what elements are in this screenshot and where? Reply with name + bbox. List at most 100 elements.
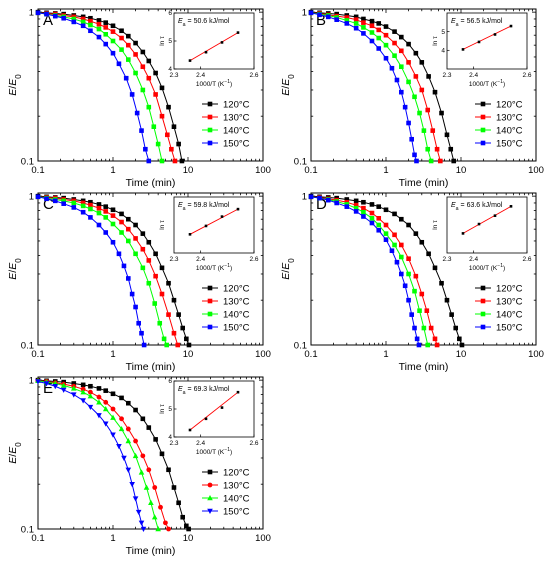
data-point: [334, 17, 339, 22]
x-axis-label: Time (min): [126, 177, 176, 189]
series-line: [37, 196, 168, 346]
data-point: [383, 32, 389, 38]
data-point: [103, 388, 109, 393]
y-axis-label: E/E0: [7, 74, 23, 96]
data-point: [334, 200, 339, 206]
series-2: [35, 377, 161, 532]
data-point: [103, 209, 109, 214]
data-point: [432, 336, 438, 342]
data-point: [344, 21, 350, 26]
data-point: [158, 504, 163, 510]
data-point: [96, 202, 102, 207]
data-point: [406, 271, 411, 277]
data-point: [140, 526, 147, 532]
data-point: [80, 389, 86, 395]
data-point: [140, 265, 146, 271]
data-point: [399, 64, 404, 70]
data-point: [176, 312, 181, 317]
data-point: [119, 28, 124, 34]
data-point: [369, 210, 375, 216]
inset-data-point: [509, 205, 513, 208]
data-point: [134, 110, 140, 116]
inset-chart: 2.4 2.6 2.34 5 6 Ea = 69.3 kJ/mol 1000/T (K−1)…: [159, 378, 259, 456]
data-point: [96, 18, 102, 23]
inset-x-tick-label: 2.3: [442, 256, 451, 263]
legend-marker: [207, 127, 213, 133]
data-point: [417, 110, 422, 116]
data-point: [376, 27, 382, 33]
legend-marker: [480, 311, 486, 317]
data-point: [135, 509, 142, 516]
legend-label: 120°C: [223, 468, 250, 479]
legend-marker: [207, 140, 213, 146]
legend-marker: [480, 127, 486, 133]
data-point: [143, 484, 150, 490]
data-point: [140, 231, 146, 236]
data-point: [179, 158, 185, 164]
data-point: [125, 467, 132, 473]
data-point: [394, 259, 400, 265]
data-point: [171, 124, 177, 129]
legend-marker: [480, 140, 486, 146]
data-point: [171, 330, 177, 336]
panel-label: A: [43, 12, 53, 29]
y-axis-label: E/E0: [280, 258, 296, 280]
data-point: [61, 198, 66, 204]
data-point: [129, 291, 135, 297]
data-point: [344, 18, 350, 23]
data-point: [103, 20, 109, 25]
data-point: [146, 258, 152, 263]
data-point: [52, 198, 58, 204]
data-point: [389, 65, 395, 71]
data-point: [361, 16, 366, 22]
legend-marker: [207, 298, 213, 304]
data-point: [116, 251, 122, 257]
data-point: [133, 70, 138, 76]
data-point: [353, 209, 359, 214]
data-point: [88, 22, 93, 28]
data-point: [88, 199, 93, 205]
data-point: [438, 158, 443, 164]
inset-x-axis-label: 1000/T (K−1): [469, 79, 505, 88]
inset-data-point: [461, 232, 465, 235]
data-point: [439, 110, 444, 116]
y-tick-label: 0.1: [294, 157, 307, 168]
y-tick-label: 0.1: [21, 157, 34, 168]
series-line: [37, 380, 169, 530]
data-point: [71, 381, 77, 386]
data-point: [166, 526, 171, 532]
data-point: [138, 469, 145, 475]
data-point: [344, 15, 350, 20]
data-point: [344, 197, 350, 202]
data-point: [392, 232, 397, 238]
data-point: [132, 452, 139, 459]
panel-label: B: [316, 12, 326, 29]
data-point: [171, 485, 177, 490]
data-point: [110, 213, 116, 218]
data-point: [96, 205, 102, 211]
data-point: [383, 55, 389, 61]
data-point: [399, 254, 404, 260]
data-point: [169, 146, 174, 152]
data-point: [421, 325, 427, 331]
chart-panel-c: 0.1 1 10 100 0.1 1 Time (min) E/E0 C 120°C 130°C 14…: [7, 192, 271, 373]
data-point: [146, 75, 152, 81]
data-point: [426, 74, 431, 79]
data-point: [399, 216, 404, 222]
data-point: [125, 426, 131, 432]
data-point: [171, 297, 177, 303]
inset-x-tick-label: 2.6: [249, 72, 258, 79]
data-point: [146, 158, 152, 164]
data-point: [392, 242, 397, 248]
inset-y-tick-label: 4: [168, 66, 172, 73]
inset-x-tick-label: 2.3: [169, 72, 178, 79]
inset-x-tick-label: 2.4: [469, 72, 478, 79]
y-axis-label: E/E0: [7, 258, 23, 280]
data-point: [88, 383, 93, 389]
data-point: [430, 128, 436, 133]
legend-marker: [207, 101, 213, 107]
data-point: [376, 227, 382, 233]
data-point: [88, 15, 93, 21]
x-tick-label: 100: [528, 165, 544, 176]
inset-x-tick-label: 2.4: [196, 256, 205, 263]
